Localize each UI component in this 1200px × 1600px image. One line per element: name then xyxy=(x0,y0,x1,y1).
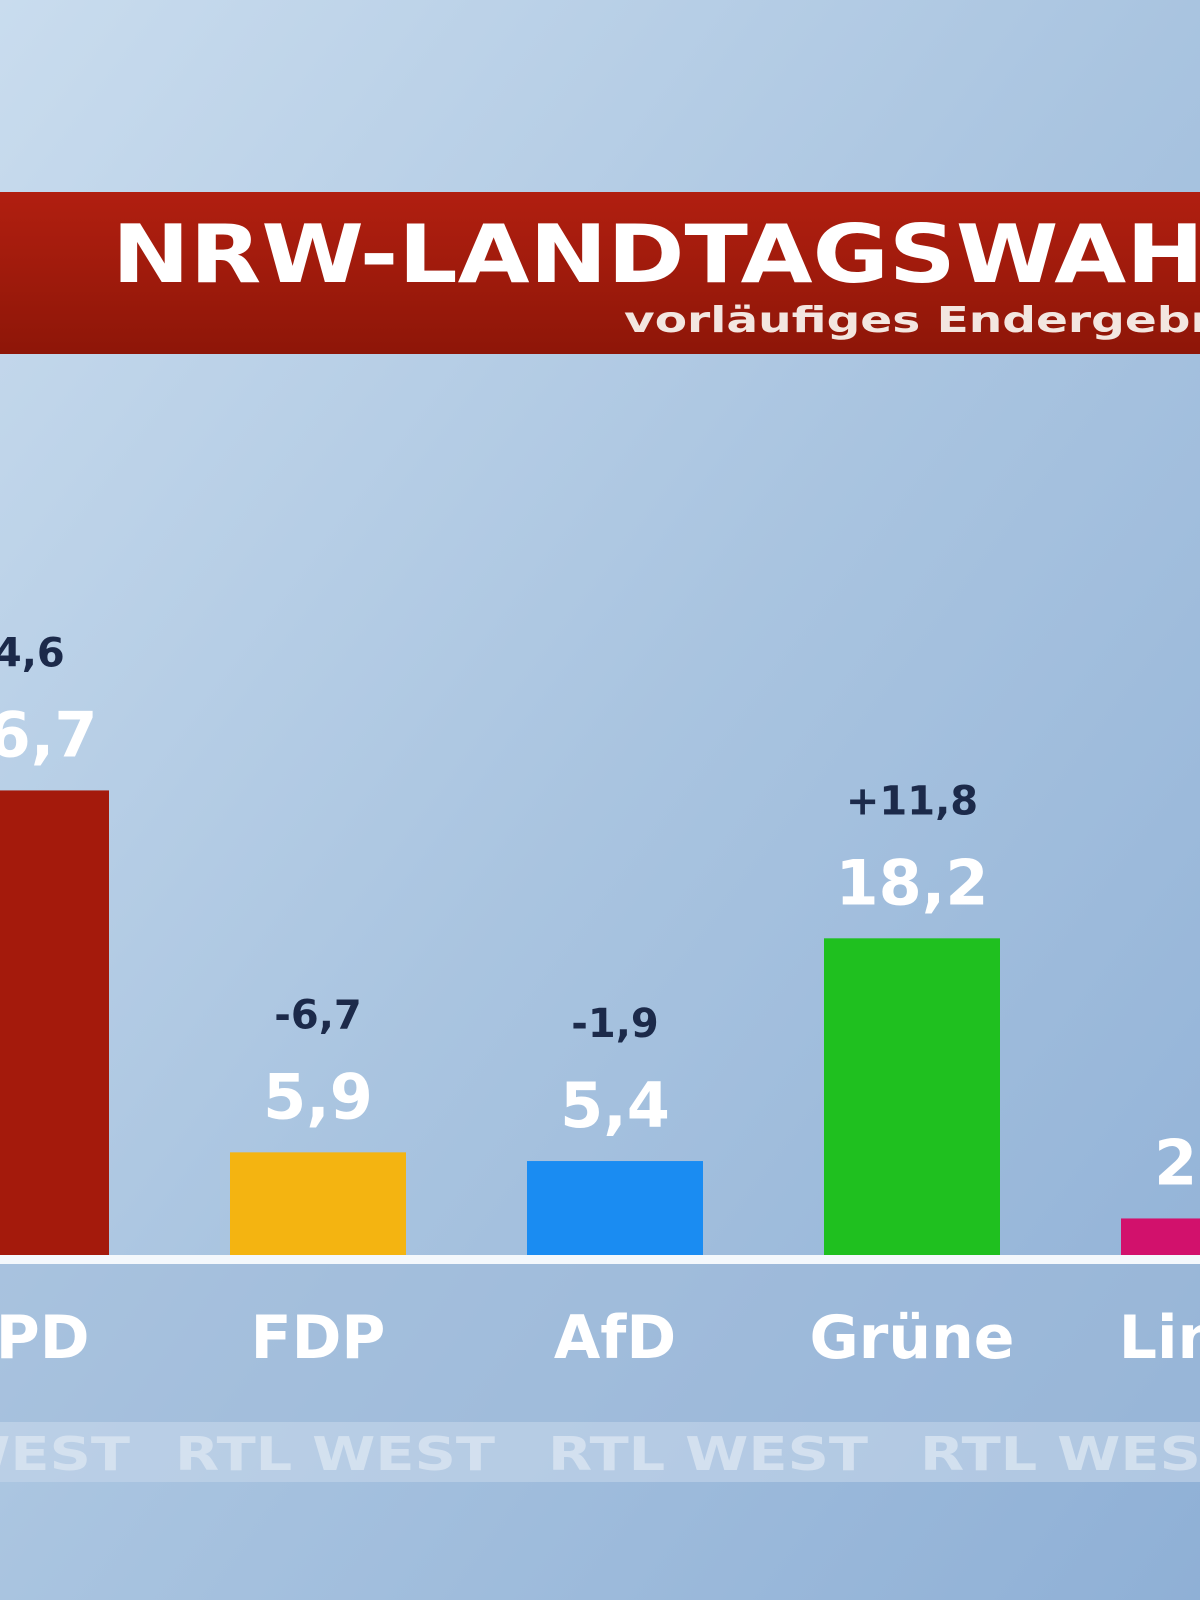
chart-title: NRW-LANDTAGSWAH xyxy=(112,208,1200,301)
value-label: 5,4 xyxy=(560,1069,670,1142)
x-tick-label: FDP xyxy=(251,1303,386,1373)
x-tick-label: Grüne xyxy=(810,1303,1015,1373)
watermark: RTL WEST xyxy=(920,1427,1200,1481)
watermark: RTL WEST xyxy=(548,1427,869,1481)
watermark: RTL WEST xyxy=(0,1427,131,1481)
value-label: 18,2 xyxy=(836,846,989,919)
x-tick-label: Linke xyxy=(1119,1303,1200,1373)
value-label: 26,7 xyxy=(0,698,97,771)
bar xyxy=(824,938,1000,1255)
change-label: -4,6 xyxy=(0,630,65,676)
change-label: +11,8 xyxy=(846,778,978,824)
watermark-band xyxy=(0,1422,1200,1482)
label-band xyxy=(0,1262,1200,1422)
x-tick-label: AfD xyxy=(554,1303,676,1373)
bar xyxy=(1121,1218,1200,1255)
bar xyxy=(230,1152,406,1255)
bar xyxy=(527,1161,703,1255)
bar xyxy=(0,790,109,1255)
title-band xyxy=(0,192,1200,354)
change-label: -1,9 xyxy=(571,1001,658,1047)
chart-subtitle: vorläufiges Endergebn xyxy=(624,300,1200,341)
baseline xyxy=(0,1255,1200,1264)
x-tick-label: SPD xyxy=(0,1303,90,1373)
value-label: 5,9 xyxy=(263,1060,373,1133)
change-label: -6,7 xyxy=(274,992,361,1038)
watermark: RTL WEST xyxy=(175,1427,496,1481)
value-label: 2,1 xyxy=(1154,1126,1200,1199)
